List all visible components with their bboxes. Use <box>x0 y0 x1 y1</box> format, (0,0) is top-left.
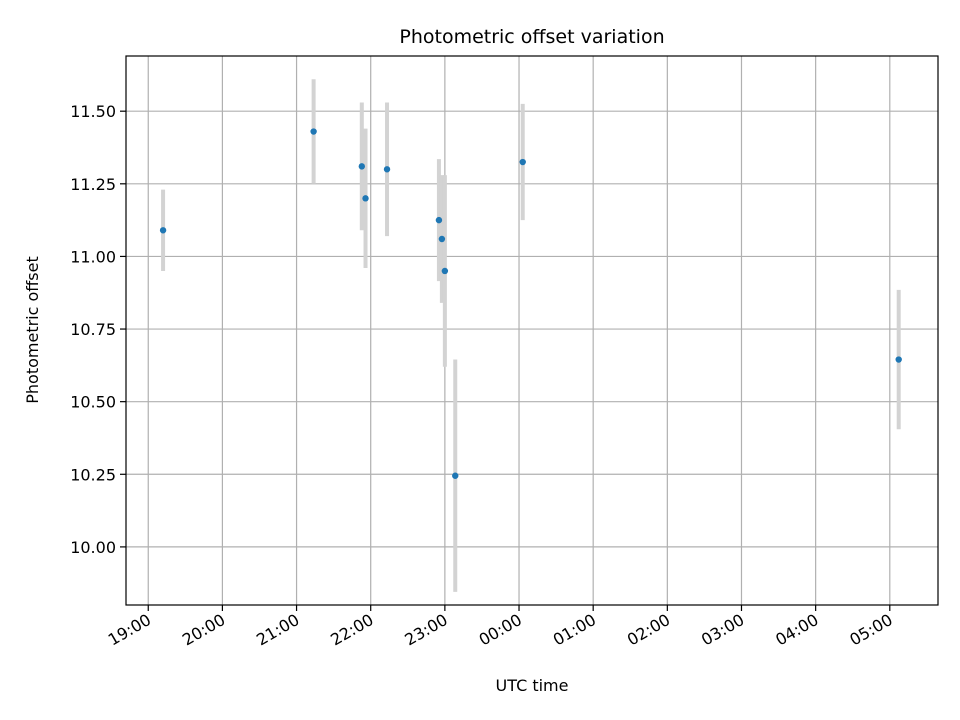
y-axis-ticks: 10.00 10.25 10.50 10.75 11.00 11.25 11.50 <box>70 102 126 557</box>
y-tick-label: 10.50 <box>70 393 116 412</box>
y-axis-label: Photometric offset <box>23 256 42 404</box>
plot-frame <box>125 55 939 606</box>
y-tick-label: 11.25 <box>70 175 116 194</box>
data-point <box>159 227 167 234</box>
data-point <box>383 166 391 173</box>
y-tick-label: 10.25 <box>70 465 116 484</box>
grid <box>126 56 938 605</box>
data-point <box>441 267 449 275</box>
data-point <box>435 216 443 224</box>
chart-title: Photometric offset variation <box>399 26 664 48</box>
y-tick-label: 10.75 <box>70 320 116 339</box>
data-point <box>519 158 526 166</box>
x-axis-label: UTC time <box>496 676 569 695</box>
data-point <box>438 235 446 243</box>
y-tick-label: 10.00 <box>70 538 116 557</box>
data-points <box>159 128 902 479</box>
y-tick-label: 11.50 <box>70 102 116 121</box>
data-point <box>310 128 317 135</box>
data-point <box>358 163 366 170</box>
data-point <box>452 472 459 479</box>
data-point <box>895 356 902 363</box>
y-tick-label: 11.00 <box>70 247 116 266</box>
data-point <box>362 195 369 202</box>
